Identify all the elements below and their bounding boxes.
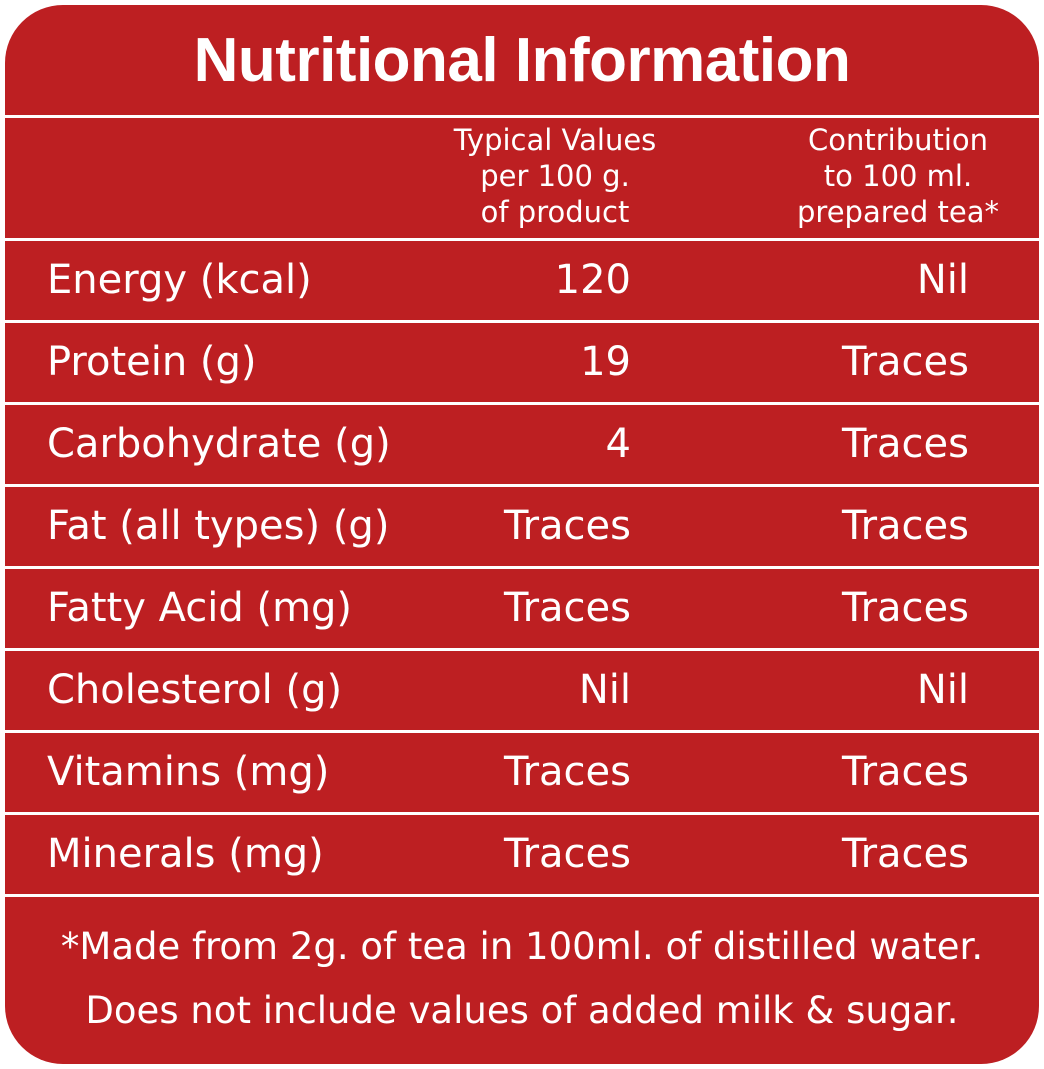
row-label: Vitamins (mg) (47, 749, 330, 795)
footnote: *Made from 2g. of tea in 100ml. of disti… (5, 915, 1039, 1043)
value-per-100ml: Traces (842, 749, 969, 795)
row-label: Fat (all types) (g) (47, 503, 390, 549)
value-per-100g: Nil (578, 667, 631, 713)
divider (5, 730, 1039, 733)
table-row: Protein (g) 19 Traces (5, 323, 1039, 402)
value-per-100ml: Traces (842, 339, 969, 385)
divider (5, 238, 1039, 241)
table-row: Fat (all types) (g) Traces Traces (5, 487, 1039, 566)
value-per-100ml: Traces (842, 421, 969, 467)
value-per-100ml: Nil (916, 257, 969, 303)
divider (5, 484, 1039, 487)
row-label: Fatty Acid (mg) (47, 585, 353, 631)
value-per-100g: 4 (605, 421, 631, 467)
value-per-100g: 120 (554, 257, 631, 303)
divider (5, 115, 1039, 118)
divider (5, 320, 1039, 323)
table-row: Carbohydrate (g) 4 Traces (5, 405, 1039, 484)
table-row: Fatty Acid (mg) Traces Traces (5, 569, 1039, 648)
value-per-100g: 19 (580, 339, 631, 385)
divider (5, 812, 1039, 815)
divider (5, 402, 1039, 405)
footnote-line: Does not include values of added milk & … (85, 989, 959, 1032)
column-header-per-100g: Typical Values per 100 g. of product (453, 123, 657, 229)
table-row: Minerals (mg) Traces Traces (5, 815, 1039, 894)
row-label: Cholesterol (g) (47, 667, 343, 713)
nutrition-panel: Nutritional Information Typical Values p… (5, 5, 1039, 1064)
column-header-per-100ml: Contribution to 100 ml. prepared tea* (797, 123, 999, 229)
row-label: Carbohydrate (g) (47, 421, 391, 467)
value-per-100g: Traces (504, 585, 631, 631)
value-per-100g: Traces (504, 831, 631, 877)
row-label: Energy (kcal) (47, 257, 312, 303)
table-row: Energy (kcal) 120 Nil (5, 241, 1039, 320)
divider (5, 894, 1039, 897)
panel-title: Nutritional Information (193, 25, 851, 95)
row-label: Minerals (mg) (47, 831, 324, 877)
table-row: Cholesterol (g) Nil Nil (5, 651, 1039, 730)
value-per-100ml: Nil (916, 667, 969, 713)
table-row: Vitamins (mg) Traces Traces (5, 733, 1039, 812)
value-per-100ml: Traces (842, 585, 969, 631)
divider (5, 566, 1039, 569)
footnote-line: *Made from 2g. of tea in 100ml. of disti… (60, 925, 984, 968)
value-per-100ml: Traces (842, 503, 969, 549)
divider (5, 648, 1039, 651)
value-per-100g: Traces (504, 749, 631, 795)
value-per-100g: Traces (504, 503, 631, 549)
row-label: Protein (g) (47, 339, 257, 385)
value-per-100ml: Traces (842, 831, 969, 877)
